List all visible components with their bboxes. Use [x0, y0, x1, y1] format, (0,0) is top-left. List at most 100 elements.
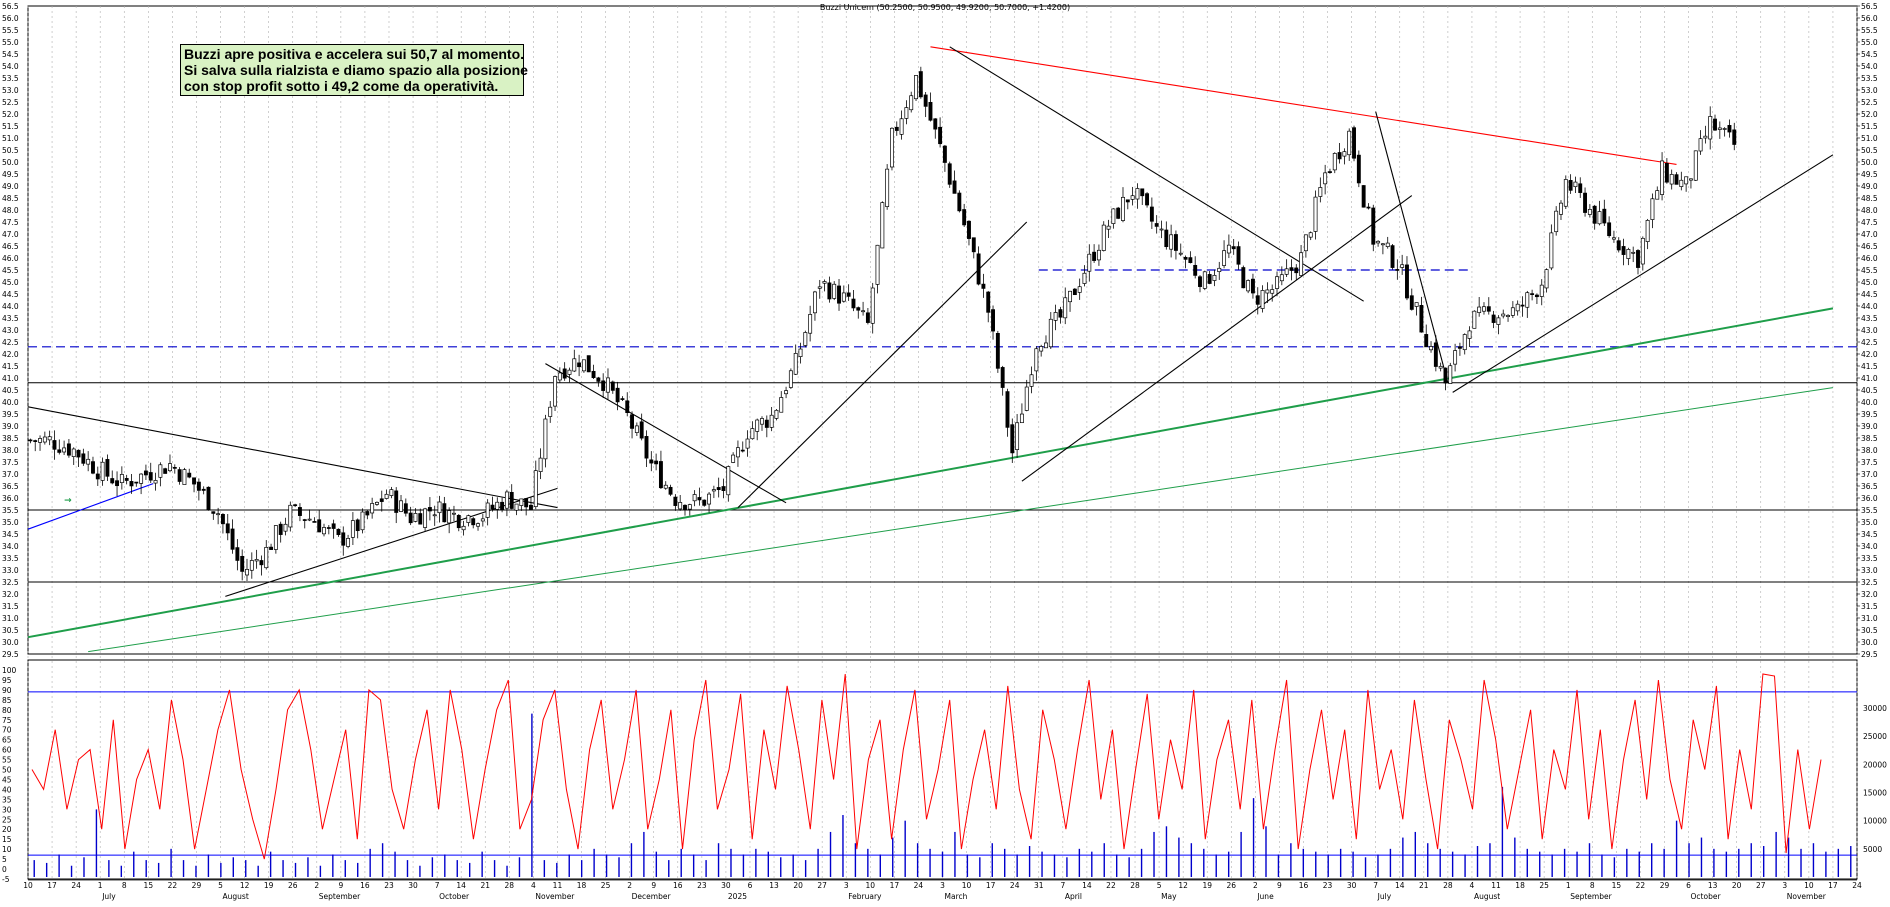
x-tick-label: 9: [1277, 881, 1282, 890]
candle-body: [1231, 246, 1236, 250]
candle-body: [991, 309, 995, 332]
candle-body: [1376, 240, 1381, 244]
candle-body: [365, 511, 370, 516]
candle-body: [302, 519, 307, 521]
y-tick-label-right: 30.0: [1861, 638, 1878, 647]
trend-line: [545, 363, 787, 504]
candle-body: [1275, 276, 1279, 289]
x-tick-label: 22: [1636, 881, 1646, 890]
candle-body: [1010, 424, 1015, 454]
candle-body: [384, 493, 389, 499]
candle-body: [581, 359, 586, 372]
y-tick-label-right: 42.5: [1861, 338, 1878, 347]
trend-line: [27, 483, 154, 530]
oscillator-tick-label: 0: [2, 865, 7, 874]
candle-body: [413, 513, 418, 522]
y-tick-label-left: 34.0: [2, 542, 19, 551]
x-tick-label: 30: [1347, 881, 1357, 890]
x-month-label: November: [1787, 892, 1827, 901]
candle-body: [1703, 135, 1708, 139]
candle-body: [1713, 118, 1717, 131]
candle-body: [625, 400, 630, 413]
candle-body: [163, 468, 168, 474]
candle-body: [355, 519, 360, 532]
x-tick-label: 28: [1443, 881, 1453, 890]
candle-body: [427, 507, 432, 512]
candle-body: [100, 461, 105, 481]
candle-body: [875, 244, 880, 285]
candle-body: [735, 447, 740, 458]
candle-body: [1583, 192, 1588, 213]
candle-body: [1015, 422, 1020, 450]
candle-body: [649, 459, 654, 464]
y-tick-label-right: 43.5: [1861, 314, 1878, 323]
candle-body: [235, 547, 240, 561]
candle-body: [971, 237, 976, 253]
candle-body: [1323, 172, 1328, 185]
x-tick-label: 2: [627, 881, 632, 890]
candle-body: [981, 283, 986, 289]
candle-body: [95, 473, 100, 480]
oscillator-tick-label: 35: [2, 795, 12, 804]
y-tick-label-left: 38.0: [2, 446, 19, 455]
candle-body: [639, 421, 644, 439]
x-tick-label: 4: [531, 881, 536, 890]
candle-body: [322, 527, 326, 535]
candle-body: [1222, 250, 1227, 266]
candle-body: [143, 470, 148, 476]
candle-body: [779, 397, 784, 413]
y-tick-label-right: 52.5: [1861, 98, 1878, 107]
candle-body: [1183, 256, 1188, 260]
y-tick-label-left: 47.0: [2, 230, 19, 239]
x-tick-label: 5: [1157, 881, 1162, 890]
candle-body: [134, 481, 139, 484]
x-tick-label: 27: [817, 881, 827, 890]
candle-body: [1414, 302, 1419, 307]
candle-body: [1453, 350, 1458, 365]
candle-body: [1024, 386, 1029, 411]
candle-body: [615, 387, 620, 403]
y-tick-label-left: 37.0: [2, 470, 19, 479]
candle-body: [1429, 346, 1433, 351]
x-tick-label: 1: [1566, 881, 1571, 890]
candle-body: [1130, 195, 1135, 200]
x-tick-label: 18: [1515, 881, 1525, 890]
candle-body: [803, 332, 808, 346]
candle-body: [1096, 249, 1101, 261]
candle-body: [1433, 342, 1438, 367]
oscillator-panel-frame: [27, 659, 1858, 880]
annotation-line: Si salva sulla rialzista e diamo spazio …: [184, 62, 528, 78]
y-tick-label-left: 51.0: [2, 134, 19, 143]
candle-body: [1669, 174, 1674, 185]
candle-body: [1544, 269, 1549, 289]
candle-body: [586, 355, 591, 373]
candle-body: [1188, 257, 1193, 264]
candle-body: [432, 514, 437, 517]
x-tick-label: 16: [360, 881, 370, 890]
candle-body: [678, 502, 683, 510]
candle-body: [1087, 253, 1092, 272]
candle-body: [870, 287, 875, 324]
candle-body: [1294, 267, 1299, 274]
candle-body: [52, 440, 57, 450]
candle-body: [533, 470, 538, 507]
y-tick-label-left: 41.0: [2, 374, 19, 383]
x-tick-label: 24: [1010, 881, 1020, 890]
candle-body: [139, 473, 144, 484]
y-tick-label-right: 47.5: [1861, 218, 1878, 227]
candle-body: [1621, 246, 1626, 255]
candle-body: [1366, 206, 1371, 209]
candle-body: [1217, 267, 1222, 273]
oscillator-tick-label: 15: [2, 835, 12, 844]
candle-body: [1602, 208, 1607, 224]
x-tick-label: 7: [435, 881, 440, 890]
candle-body: [1279, 274, 1284, 282]
candle-body: [1477, 306, 1482, 313]
candle-body: [1308, 232, 1313, 238]
candle-body: [673, 496, 678, 506]
x-tick-label: 6: [1686, 881, 1691, 890]
candle-body: [514, 503, 519, 511]
y-tick-label-right: 38.5: [1861, 434, 1878, 443]
candle-body: [509, 491, 514, 509]
marker-arrow-icon: →: [64, 496, 72, 506]
